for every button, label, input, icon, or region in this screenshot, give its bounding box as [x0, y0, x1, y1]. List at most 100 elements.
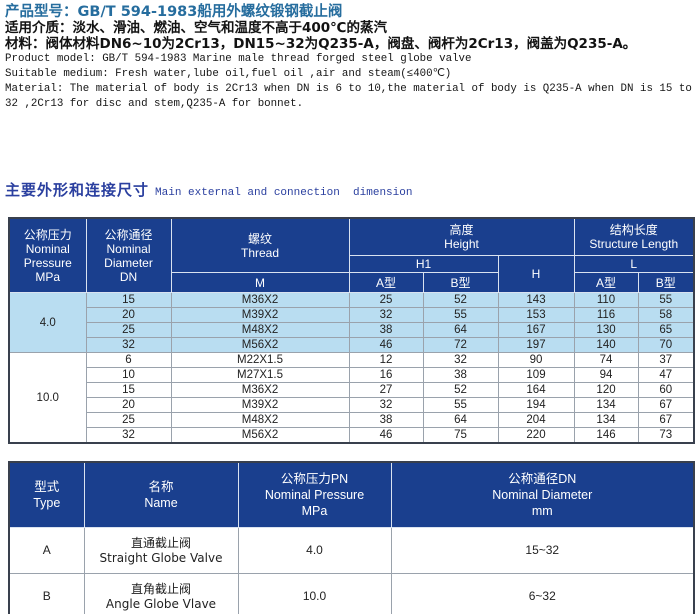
cell-la: 110 [573, 292, 639, 308]
cell-la: 94 [573, 367, 639, 383]
cell-h: 164 [497, 382, 575, 398]
header-cell-l-type-a: A型 [573, 272, 639, 293]
cell-thread: M22X1.5 [170, 352, 350, 368]
cell-thread: M36X2 [170, 382, 350, 398]
type-table: 型式 Type 名称 Name 公称压力PN Nominal Pressure … [8, 461, 695, 614]
cell-lb: 65 [637, 322, 695, 338]
section-title: 主要外形和连接尺寸 Main external and connection di… [5, 178, 700, 203]
table-row: 20 M39X2 32 55 153 116 58 [9, 307, 695, 323]
cell-h1b: 64 [422, 412, 499, 428]
cell-h: 167 [497, 322, 575, 338]
table-row: 32 M56X2 46 75 220 146 73 [9, 427, 695, 444]
cell-lb: 67 [637, 412, 695, 428]
cell-la: 146 [573, 427, 639, 444]
cell-pressure-group: 4.0 [8, 292, 87, 353]
product-model-cn: 产品型号：GB/T 594-1983船用外螺纹锻钢截止阀 [5, 4, 343, 20]
cell-lb: 37 [637, 352, 695, 368]
header-cell-pn: 公称压力PN Nominal Pressure MPa [237, 461, 392, 528]
header-row: M A型 B型 A型 B型 [9, 272, 695, 293]
table-row: 25 M48X2 38 64 204 134 67 [9, 412, 695, 428]
cell-la: 140 [573, 337, 639, 353]
cell-h1a: 32 [348, 307, 424, 323]
cell-type: B [8, 573, 85, 614]
table-row: 25 M48X2 38 64 167 130 65 [9, 322, 695, 338]
cell-pn: 4.0 [237, 527, 392, 574]
table-row: B 直角截止阀 Angle Globe Vlave 10.0 6~32 [8, 573, 695, 614]
cell-h1a: 46 [348, 337, 424, 353]
cell-thread: M56X2 [170, 337, 350, 353]
cell-h: 143 [497, 292, 575, 308]
cell-h1a: 32 [348, 397, 424, 413]
header-row: H1 H L [9, 255, 695, 293]
cell-dn: 15 [85, 382, 172, 398]
section-title-en: Main external and connection dimension [155, 187, 413, 199]
suitable-medium-cn: 适用介质：淡水、滑油、燃油、空气和温度不高于400℃的蒸汽 [5, 20, 388, 36]
cell-type: A [8, 527, 85, 574]
suitable-medium-en: Suitable medium: Fresh water,lube oil,fu… [5, 68, 452, 80]
cell-h1b: 55 [422, 397, 499, 413]
header-cell-dn: 公称通径DN Nominal Diameter mm [390, 461, 695, 528]
cell-h: 90 [497, 352, 575, 368]
header-cell-l: L [573, 255, 695, 273]
cell-lb: 67 [637, 397, 695, 413]
cell-name: 直角截止阀 Angle Globe Vlave [83, 573, 239, 614]
header-cell-h1: H1 [348, 255, 499, 273]
cell-dn: 10 [85, 367, 172, 383]
cell-thread: M48X2 [170, 412, 350, 428]
table-row: 20 M39X2 32 55 194 134 67 [9, 397, 695, 413]
header-cell-h1-type-b: B型 [422, 272, 499, 293]
header-cell-l-type-b: B型 [637, 272, 695, 293]
type-table-body: A 直通截止阀 Straight Globe Valve 4.0 15~32 B… [8, 527, 695, 614]
cell-lb: 47 [637, 367, 695, 383]
table-row: 10.0 6 M22X1.5 12 32 90 74 37 [8, 352, 695, 444]
cell-h: 194 [497, 397, 575, 413]
cell-h: 220 [497, 427, 575, 444]
cell-h: 204 [497, 412, 575, 428]
cell-dn: 15 [85, 292, 172, 308]
cell-la: 120 [573, 382, 639, 398]
cell-pn: 10.0 [237, 573, 392, 614]
cell-h1b: 64 [422, 322, 499, 338]
cell-h1a: 38 [348, 322, 424, 338]
table-row: 4.0 15 M36X2 25 52 143 110 55 [8, 292, 695, 353]
table-row: 32 M56X2 46 72 197 140 70 [9, 337, 695, 353]
cell-dn: 25 [85, 322, 172, 338]
cell-la: 130 [573, 322, 639, 338]
header-row: 公称压力 Nominal Pressure MPa 公称通径 Nominal D… [8, 217, 695, 293]
cell-dn: 32 [85, 337, 172, 353]
type-table-header: 型式 Type 名称 Name 公称压力PN Nominal Pressure … [8, 461, 695, 528]
cell-thread: M39X2 [170, 307, 350, 323]
cell-h1a: 16 [348, 367, 424, 383]
cell-la: 134 [573, 412, 639, 428]
header-cell-thread-m: M [170, 272, 350, 293]
header-cell-pressure: 公称压力 Nominal Pressure MPa [8, 217, 87, 293]
header-cell-name: 名称 Name [83, 461, 239, 528]
header-row: 型式 Type 名称 Name 公称压力PN Nominal Pressure … [8, 461, 695, 528]
cell-thread: M36X2 [170, 292, 350, 308]
header-cell-diameter: 公称通径 Nominal Diameter DN [85, 217, 172, 293]
cell-dn: 6 [85, 352, 172, 368]
cell-lb: 60 [637, 382, 695, 398]
cell-dn: 15~32 [390, 527, 695, 574]
cell-la: 74 [573, 352, 639, 368]
product-intro: 产品型号：GB/T 594-1983船用外螺纹锻钢截止阀 适用介质：淡水、滑油、… [5, 4, 700, 112]
cell-h1b: 52 [422, 382, 499, 398]
cell-h1b: 32 [422, 352, 499, 368]
cell-thread: M56X2 [170, 427, 350, 444]
header-cell-structure-length: 结构长度 Structure Length [573, 217, 695, 256]
cell-lb: 73 [637, 427, 695, 444]
cell-dn: 20 [85, 307, 172, 323]
header-cell-thread: 螺纹 Thread [170, 217, 350, 273]
cell-h1b: 72 [422, 337, 499, 353]
cell-h1b: 38 [422, 367, 499, 383]
header-cell-type: 型式 Type [8, 461, 85, 528]
cell-dn: 32 [85, 427, 172, 444]
cell-h1a: 27 [348, 382, 424, 398]
cell-h1b: 75 [422, 427, 499, 444]
cell-dn: 6~32 [390, 573, 695, 614]
cell-thread: M48X2 [170, 322, 350, 338]
dimension-table-body: 4.0 15 M36X2 25 52 143 110 55 20 M39X2 3… [8, 292, 695, 444]
table-row: 10 M27X1.5 16 38 109 94 47 [9, 367, 695, 383]
cell-name: 直通截止阀 Straight Globe Valve [83, 527, 239, 574]
